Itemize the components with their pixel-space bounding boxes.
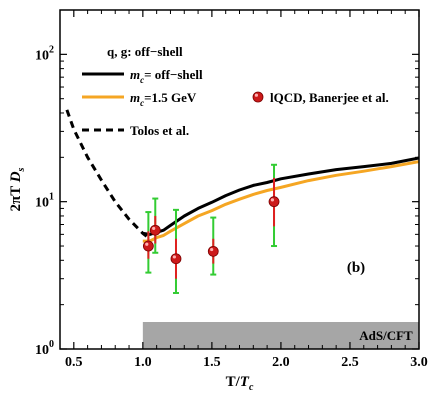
y-tick-label: 102 [35,44,54,63]
data-point-highlight [210,247,214,252]
legend-mc-1-5-gev-label: mc=1.5 GeV [130,90,197,108]
data-point-highlight [270,198,275,202]
x-tick-label: 1.0 [134,355,152,370]
data-point-highlight [152,226,156,231]
data-point [170,253,182,265]
y-tick-label: 100 [35,339,54,358]
data-point-highlight [145,242,149,246]
panel-label: (b) [347,260,365,276]
adscft-band-label: AdS/CFT [359,328,413,343]
x-axis-label: T/Tc [226,374,254,393]
x-tick-label: 0.5 [65,355,83,370]
data-point [268,196,280,208]
x-tick-label: 3.0 [410,355,428,370]
x-tick-label: 1.5 [203,355,221,370]
data-point [149,224,161,236]
x-tick-label: 2.5 [341,355,359,370]
plot-frame [59,9,420,350]
data-point-highlight [172,255,176,259]
legend-lqcd-marker-highlight [254,93,258,97]
series-line-tolos [65,109,151,240]
data-point [207,245,219,257]
y-axis-label: 2πT Ds [8,167,27,211]
legend-header: q, g: off−shell [107,44,183,59]
y-tick-label: 101 [35,192,54,211]
x-tick-label: 2.0 [272,355,290,370]
legend-lqcd-label: lQCD, Banerjee et al. [270,90,389,105]
legend-tolos-label: Tolos et al. [130,123,189,138]
legend-off-shell-label: mc= off−shell [130,67,203,85]
data-point [142,240,154,252]
legend-lqcd-marker [252,91,264,103]
series-line-off-shell [142,156,419,236]
series-group [65,109,419,243]
series-line-mc-1-5-gev [142,160,419,243]
